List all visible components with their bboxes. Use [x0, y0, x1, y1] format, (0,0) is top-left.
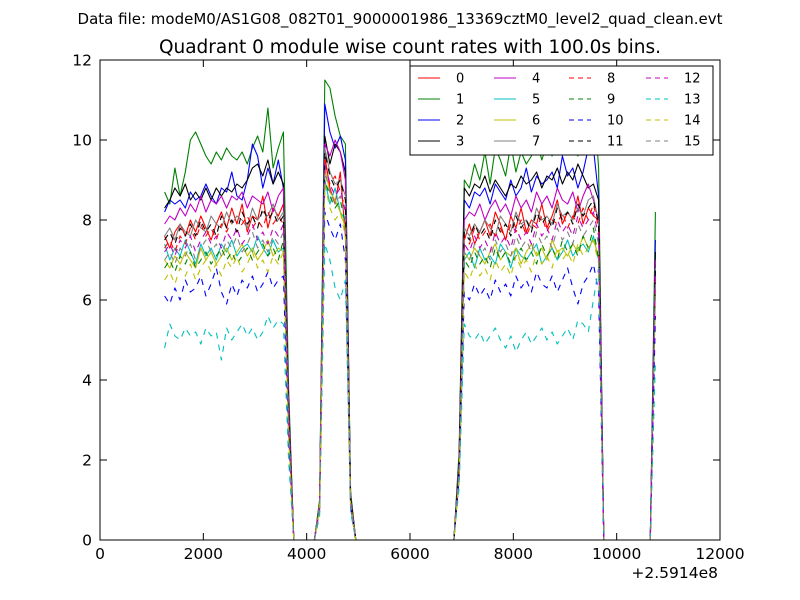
legend-label-9: 9	[607, 93, 615, 108]
legend-label-13: 13	[684, 93, 701, 108]
series-line-9	[164, 179, 656, 540]
legend-label-7: 7	[532, 135, 540, 150]
y-tick-label: 4	[82, 372, 92, 390]
legend-label-11: 11	[607, 135, 624, 150]
legend-label-1: 1	[456, 93, 464, 108]
series-line-14	[164, 183, 656, 540]
series-line-6	[164, 167, 656, 540]
legend-label-8: 8	[607, 72, 615, 87]
legend-label-15: 15	[684, 135, 701, 150]
series-line-2	[164, 103, 656, 540]
legend-label-14: 14	[684, 114, 701, 129]
series-line-15	[164, 171, 656, 540]
chart-title: Quadrant 0 module wise count rates with …	[159, 37, 661, 58]
series-line-13	[164, 243, 656, 540]
x-tick-label: 0	[95, 545, 105, 563]
legend-label-3: 3	[456, 135, 464, 150]
legend-label-10: 10	[607, 114, 624, 129]
legend-label-2: 2	[456, 114, 464, 129]
y-tick-label: 10	[72, 132, 92, 150]
y-tick-label: 12	[72, 52, 92, 70]
series-line-5	[164, 179, 656, 540]
series-line-3	[164, 135, 656, 540]
y-tick-label: 8	[82, 212, 92, 230]
y-tick-label: 6	[82, 292, 92, 310]
legend-label-0: 0	[456, 72, 464, 87]
legend-label-5: 5	[532, 93, 540, 108]
series-layer	[164, 79, 656, 540]
series-line-8	[164, 159, 656, 540]
x-tick-label: 8000	[494, 545, 533, 563]
figure-suptitle: Data file: modeM0/AS1G08_082T01_90000019…	[78, 10, 723, 29]
series-line-4	[164, 139, 656, 540]
x-tick-label: 12000	[695, 545, 744, 563]
x-tick-label: 4000	[287, 545, 326, 563]
legend-box	[409, 65, 714, 156]
x-tick-label: 2000	[184, 545, 223, 563]
x-tick-label: 6000	[390, 545, 429, 563]
y-tick-label: 2	[82, 452, 92, 470]
x-tick-label: 10000	[592, 545, 641, 563]
legend-label-4: 4	[532, 72, 540, 87]
x-offset-label: +2.5914e8	[631, 564, 718, 582]
legend-label-6: 6	[532, 114, 540, 129]
legend-label-12: 12	[684, 72, 701, 87]
series-line-12	[164, 163, 656, 540]
y-tick-label: 0	[82, 532, 92, 550]
